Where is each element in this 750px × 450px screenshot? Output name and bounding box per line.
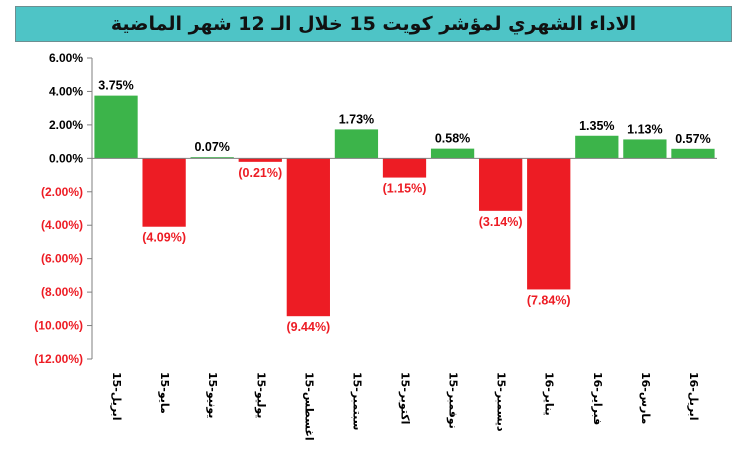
data-label: 1.35%	[579, 119, 614, 133]
y-tick-label: 2.00%	[49, 118, 83, 132]
y-tick-label: (6.00%)	[41, 252, 83, 266]
x-tick-label: سبتمبر-15	[350, 372, 363, 430]
data-label: (1.15%)	[383, 182, 427, 196]
x-tick-label: مايو-15	[158, 372, 171, 414]
x-tick-label: اغسطس-15	[302, 372, 315, 441]
y-tick-label: (8.00%)	[41, 285, 83, 299]
data-label: (0.21%)	[238, 166, 282, 180]
x-tick-label: ابريل-15	[110, 372, 123, 421]
data-label: 1.13%	[627, 122, 662, 136]
x-tick-label: اكتوبر-15	[399, 372, 412, 424]
x-tick-label: ديسمبر-15	[495, 372, 508, 432]
y-tick-label: 4.00%	[49, 84, 83, 98]
bar	[238, 158, 282, 162]
y-tick-label: (2.00%)	[41, 185, 83, 199]
chart-title: الاداء الشهري لمؤشر كويت 15 خلال الـ 12 …	[110, 13, 637, 35]
data-label: 0.57%	[675, 132, 710, 146]
data-label: (4.09%)	[142, 231, 186, 245]
bar	[575, 135, 619, 159]
data-label: 1.73%	[339, 112, 374, 126]
bar	[671, 148, 715, 159]
bar	[430, 148, 475, 159]
bar	[142, 158, 186, 227]
data-label: 0.07%	[194, 140, 229, 154]
bar	[190, 157, 234, 159]
x-tick-label: نوفمبر-15	[447, 372, 460, 429]
y-tick-label: (12.00%)	[34, 352, 83, 366]
x-tick-label: يوليو-15	[254, 372, 267, 418]
chart-title-box: الاداء الشهري لمؤشر كويت 15 خلال الـ 12 …	[15, 6, 732, 42]
x-tick-label: يناير-16	[543, 372, 556, 416]
data-label: (3.14%)	[479, 215, 523, 229]
bar	[334, 129, 379, 159]
bar	[479, 158, 523, 211]
bar	[382, 158, 427, 178]
bar	[623, 139, 667, 159]
data-label: 0.58%	[435, 132, 470, 146]
data-label: (9.44%)	[286, 320, 330, 334]
y-tick-label: 0.00%	[49, 151, 83, 165]
bar	[94, 95, 138, 159]
x-tick-label: فبراير-16	[591, 372, 604, 425]
bar	[286, 158, 330, 317]
data-label: 3.75%	[98, 79, 133, 93]
y-tick-label: 6.00%	[49, 51, 83, 65]
bar	[527, 158, 571, 290]
x-tick-label: ابريل-16	[687, 372, 700, 421]
x-tick-label: يونيو-15	[206, 372, 219, 418]
y-tick-label: (4.00%)	[41, 218, 83, 232]
data-label: (7.84%)	[527, 293, 571, 307]
x-tick-label: مارس-16	[639, 372, 652, 424]
y-tick-label: (10.00%)	[34, 319, 83, 333]
